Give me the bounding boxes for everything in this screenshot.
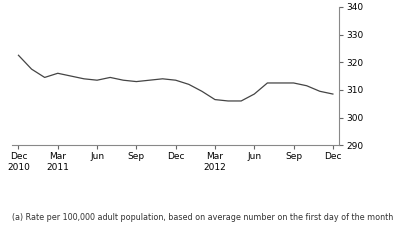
Text: (a) Rate per 100,000 adult population, based on average number on the first day : (a) Rate per 100,000 adult population, b…	[12, 213, 393, 222]
